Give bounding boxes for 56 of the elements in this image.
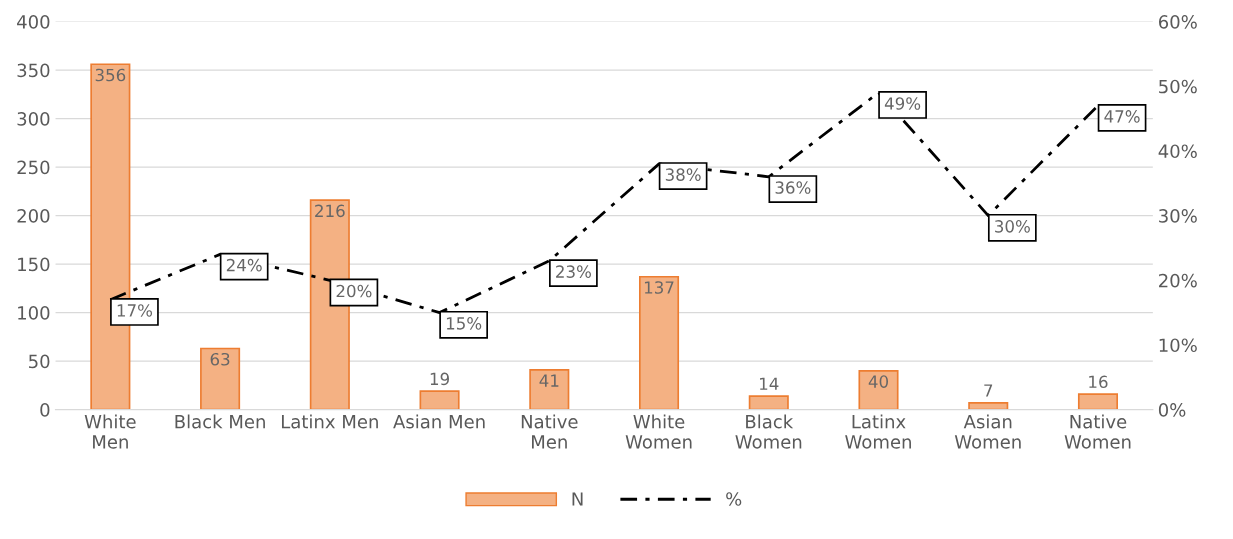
data-label: 137 bbox=[644, 281, 674, 294]
y2-tick-label: 20% bbox=[1159, 273, 1197, 288]
data-label: 19 bbox=[430, 372, 449, 386]
bar bbox=[638, 275, 680, 410]
y-tick-label: 50 bbox=[29, 354, 50, 369]
bar bbox=[858, 369, 899, 410]
x-tick-label: White Men bbox=[84, 414, 136, 449]
data-label: 17% bbox=[117, 304, 153, 317]
y-tick-label: 300 bbox=[17, 112, 50, 126]
data-label: 47% bbox=[1104, 110, 1140, 123]
bar bbox=[529, 369, 570, 410]
data-label: 356 bbox=[95, 68, 126, 82]
y2-tick-label: 40% bbox=[1158, 144, 1197, 159]
data-label: 38% bbox=[665, 168, 701, 181]
data-label: 49% bbox=[884, 97, 921, 110]
y-tick-label: 150 bbox=[18, 257, 50, 272]
x-tick-label: Latinx Women bbox=[845, 414, 911, 449]
x-tick-label: Black Men bbox=[175, 414, 265, 429]
data-label: 7 bbox=[984, 384, 993, 397]
data-label: 14 bbox=[760, 377, 779, 390]
data-label: 20% bbox=[336, 284, 372, 298]
y2-tick-label: 0% bbox=[1158, 403, 1186, 417]
y-tick-label: 200 bbox=[17, 209, 50, 223]
data-label: 216 bbox=[315, 204, 345, 218]
data-label: 15% bbox=[446, 317, 482, 330]
data-label: 36% bbox=[775, 181, 811, 194]
data-label: 23% bbox=[556, 265, 591, 278]
bar bbox=[1077, 393, 1119, 410]
y-tick-label: 350 bbox=[17, 63, 50, 78]
data-label: 40 bbox=[868, 375, 889, 388]
data-label: 63 bbox=[210, 352, 230, 366]
x-tick-label: Asian Men bbox=[393, 414, 485, 429]
x-tick-label: Native Men bbox=[521, 414, 578, 449]
y-tick-label: 400 bbox=[17, 15, 50, 29]
data-label: 16 bbox=[1089, 375, 1108, 389]
y2-tick-label: 60% bbox=[1158, 15, 1197, 29]
x-tick-label: Native Women bbox=[1064, 414, 1131, 449]
bar bbox=[200, 347, 241, 410]
y2-tick-label: 50% bbox=[1159, 79, 1197, 94]
x-tick-label: Black Women bbox=[735, 414, 802, 449]
x-tick-label: Asian Women bbox=[954, 414, 1021, 449]
data-label: 24% bbox=[226, 258, 262, 272]
x-tick-label: Latinx Men bbox=[281, 414, 378, 429]
y2-tick-label: 10% bbox=[1159, 338, 1197, 353]
y-tick-label: 0 bbox=[40, 403, 50, 417]
x-tick-label: White Women bbox=[625, 414, 692, 449]
y-tick-label: 250 bbox=[17, 160, 50, 175]
bar bbox=[968, 402, 1009, 410]
bar bbox=[419, 390, 460, 410]
y2-tick-label: 30% bbox=[1159, 209, 1197, 223]
legend-label: N bbox=[572, 492, 583, 506]
y-tick-label: 100 bbox=[18, 306, 50, 320]
data-label: 30% bbox=[995, 220, 1030, 233]
data-label: 41 bbox=[539, 374, 559, 387]
legend-label: % bbox=[726, 492, 742, 506]
bar bbox=[748, 395, 789, 410]
